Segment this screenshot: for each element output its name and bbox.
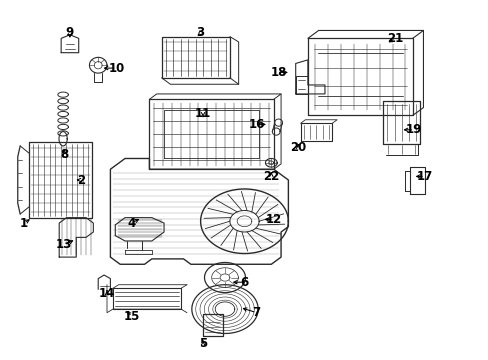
Text: 11: 11 xyxy=(195,107,211,120)
Text: 17: 17 xyxy=(416,170,432,183)
Text: 10: 10 xyxy=(108,62,124,75)
Text: 3: 3 xyxy=(196,27,204,40)
Text: 13: 13 xyxy=(56,238,72,251)
Text: 21: 21 xyxy=(387,32,403,45)
Text: 8: 8 xyxy=(60,148,68,161)
Text: 2: 2 xyxy=(77,174,85,186)
Text: 19: 19 xyxy=(405,123,422,136)
Text: 15: 15 xyxy=(124,310,140,323)
Text: 4: 4 xyxy=(127,216,135,230)
Text: 22: 22 xyxy=(263,170,279,183)
Text: 18: 18 xyxy=(270,66,286,79)
Text: 16: 16 xyxy=(248,118,264,131)
Text: 7: 7 xyxy=(252,306,260,319)
Text: 12: 12 xyxy=(265,213,281,226)
Text: 14: 14 xyxy=(99,287,115,300)
Text: 20: 20 xyxy=(289,141,305,154)
Text: 5: 5 xyxy=(199,337,207,350)
Text: 9: 9 xyxy=(66,27,74,40)
Text: 1: 1 xyxy=(20,216,28,230)
Text: 6: 6 xyxy=(240,276,248,289)
